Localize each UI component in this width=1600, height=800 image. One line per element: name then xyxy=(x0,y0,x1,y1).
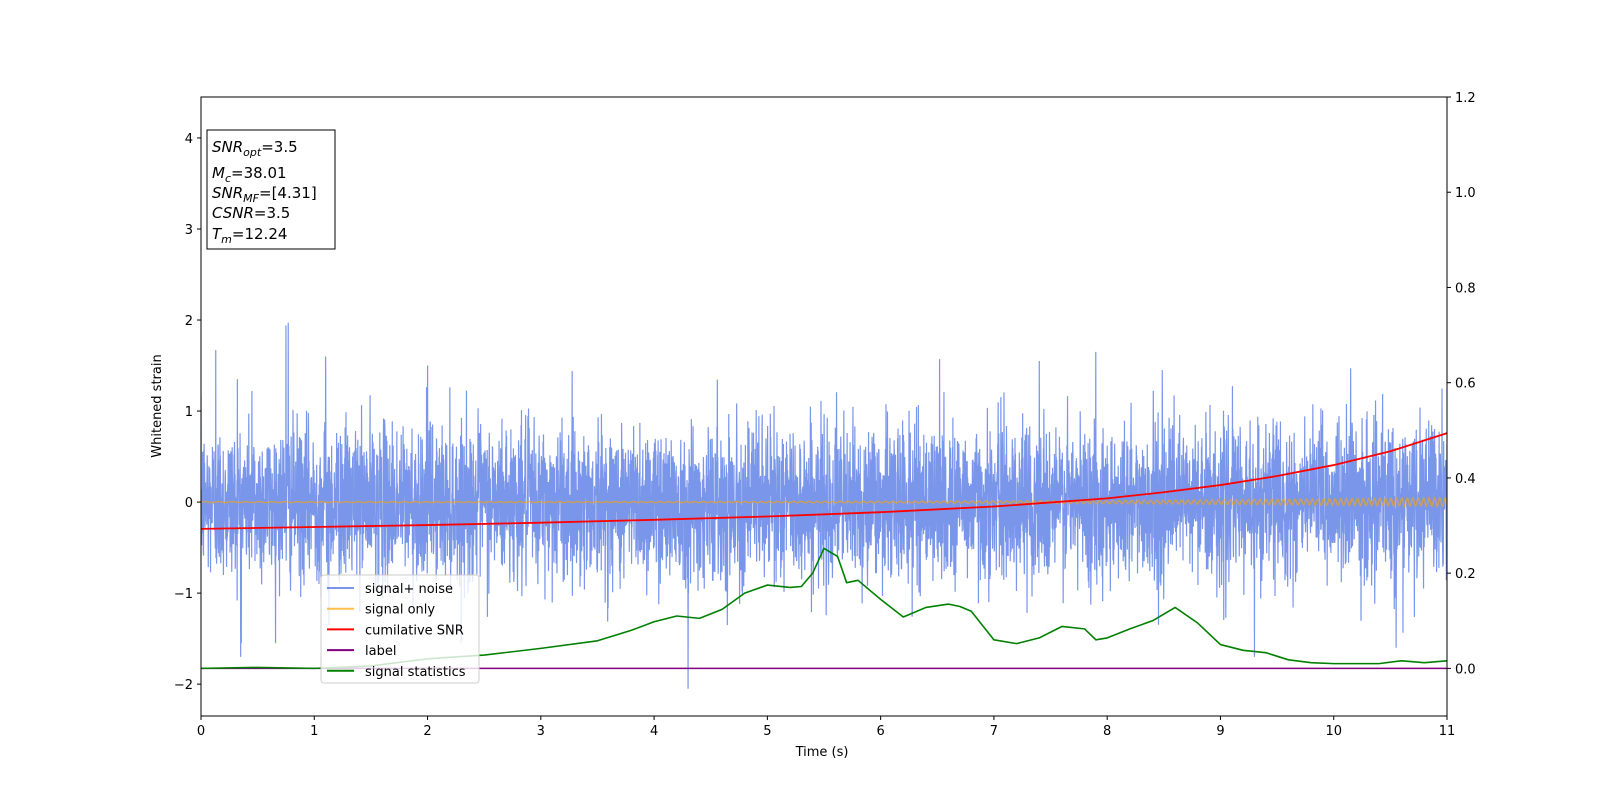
series-signal-noise xyxy=(201,322,1447,689)
x-axis: 0 1 2 3 4 5 6 7 8 9 10 11 xyxy=(197,716,1455,739)
legend-label: signal statistics xyxy=(365,665,466,680)
y-left-tick-label: −1 xyxy=(174,587,193,602)
x-tick-label: 5 xyxy=(763,724,771,739)
info-line: SNRopt=3.5 xyxy=(212,138,298,159)
x-axis-label: Time (s) xyxy=(795,745,849,760)
y-right-tick-label: 0.8 xyxy=(1455,281,1476,296)
legend-label: signal+ noise xyxy=(365,582,453,597)
y-right-tick-label: 0.2 xyxy=(1455,567,1476,582)
info-line: SNRMF=[4.31] xyxy=(212,184,317,205)
y-left-tick-label: 0 xyxy=(185,496,193,511)
y-right-tick-label: 0.4 xyxy=(1455,472,1476,487)
series-signal-only xyxy=(201,495,1447,509)
x-tick-label: 2 xyxy=(423,724,431,739)
y-right-tick-label: 1.0 xyxy=(1455,186,1476,201)
x-tick-label: 4 xyxy=(650,724,658,739)
x-tick-label: 9 xyxy=(1216,724,1224,739)
series-cumulative-snr xyxy=(201,432,1447,530)
y-right-tick-label: 0.0 xyxy=(1455,662,1476,677)
line-signal-statistics xyxy=(201,547,1447,670)
y-left-tick-label: −2 xyxy=(174,678,193,693)
legend-label: signal only xyxy=(365,603,435,618)
x-tick-label: 8 xyxy=(1103,724,1111,739)
info-line: Mc=38.01 xyxy=(212,164,287,185)
x-tick-label: 1 xyxy=(310,724,318,739)
series-signal-statistics xyxy=(201,547,1447,670)
plot-frame xyxy=(200,96,1448,717)
x-tick-label: 11 xyxy=(1439,724,1456,739)
info-line: CSNR=3.5 xyxy=(212,204,290,222)
line-signal-noise xyxy=(201,322,1447,689)
y-left-tick-label: 3 xyxy=(185,223,193,238)
x-tick-label: 6 xyxy=(876,724,884,739)
x-tick-label: 0 xyxy=(197,724,205,739)
y-left-tick-label: 2 xyxy=(185,314,193,329)
x-tick-label: 3 xyxy=(537,724,545,739)
legend: signal+ noise signal only cumilative SNR la… xyxy=(320,574,480,684)
y-axis-right: 0.0 0.2 0.4 0.6 0.8 1.0 1.2 xyxy=(1447,91,1476,677)
x-tick-label: 10 xyxy=(1325,724,1342,739)
info-line: Tm=12.24 xyxy=(212,225,287,246)
x-tick-label: 7 xyxy=(990,724,998,739)
y-left-tick-label: 1 xyxy=(185,405,193,420)
legend-label: cumilative SNR xyxy=(365,623,464,638)
line-signal-only xyxy=(201,495,1447,509)
y-axis-left: −2 −1 0 1 2 3 4 xyxy=(174,132,201,693)
y-right-tick-label: 0.6 xyxy=(1455,377,1476,392)
line-cumulative-snr xyxy=(201,432,1447,530)
y-right-tick-label: 1.2 xyxy=(1455,91,1476,106)
y-axis-left-label: Whitened strain xyxy=(150,354,165,457)
legend-label: label xyxy=(365,644,396,659)
y-left-tick-label: 4 xyxy=(185,132,193,147)
